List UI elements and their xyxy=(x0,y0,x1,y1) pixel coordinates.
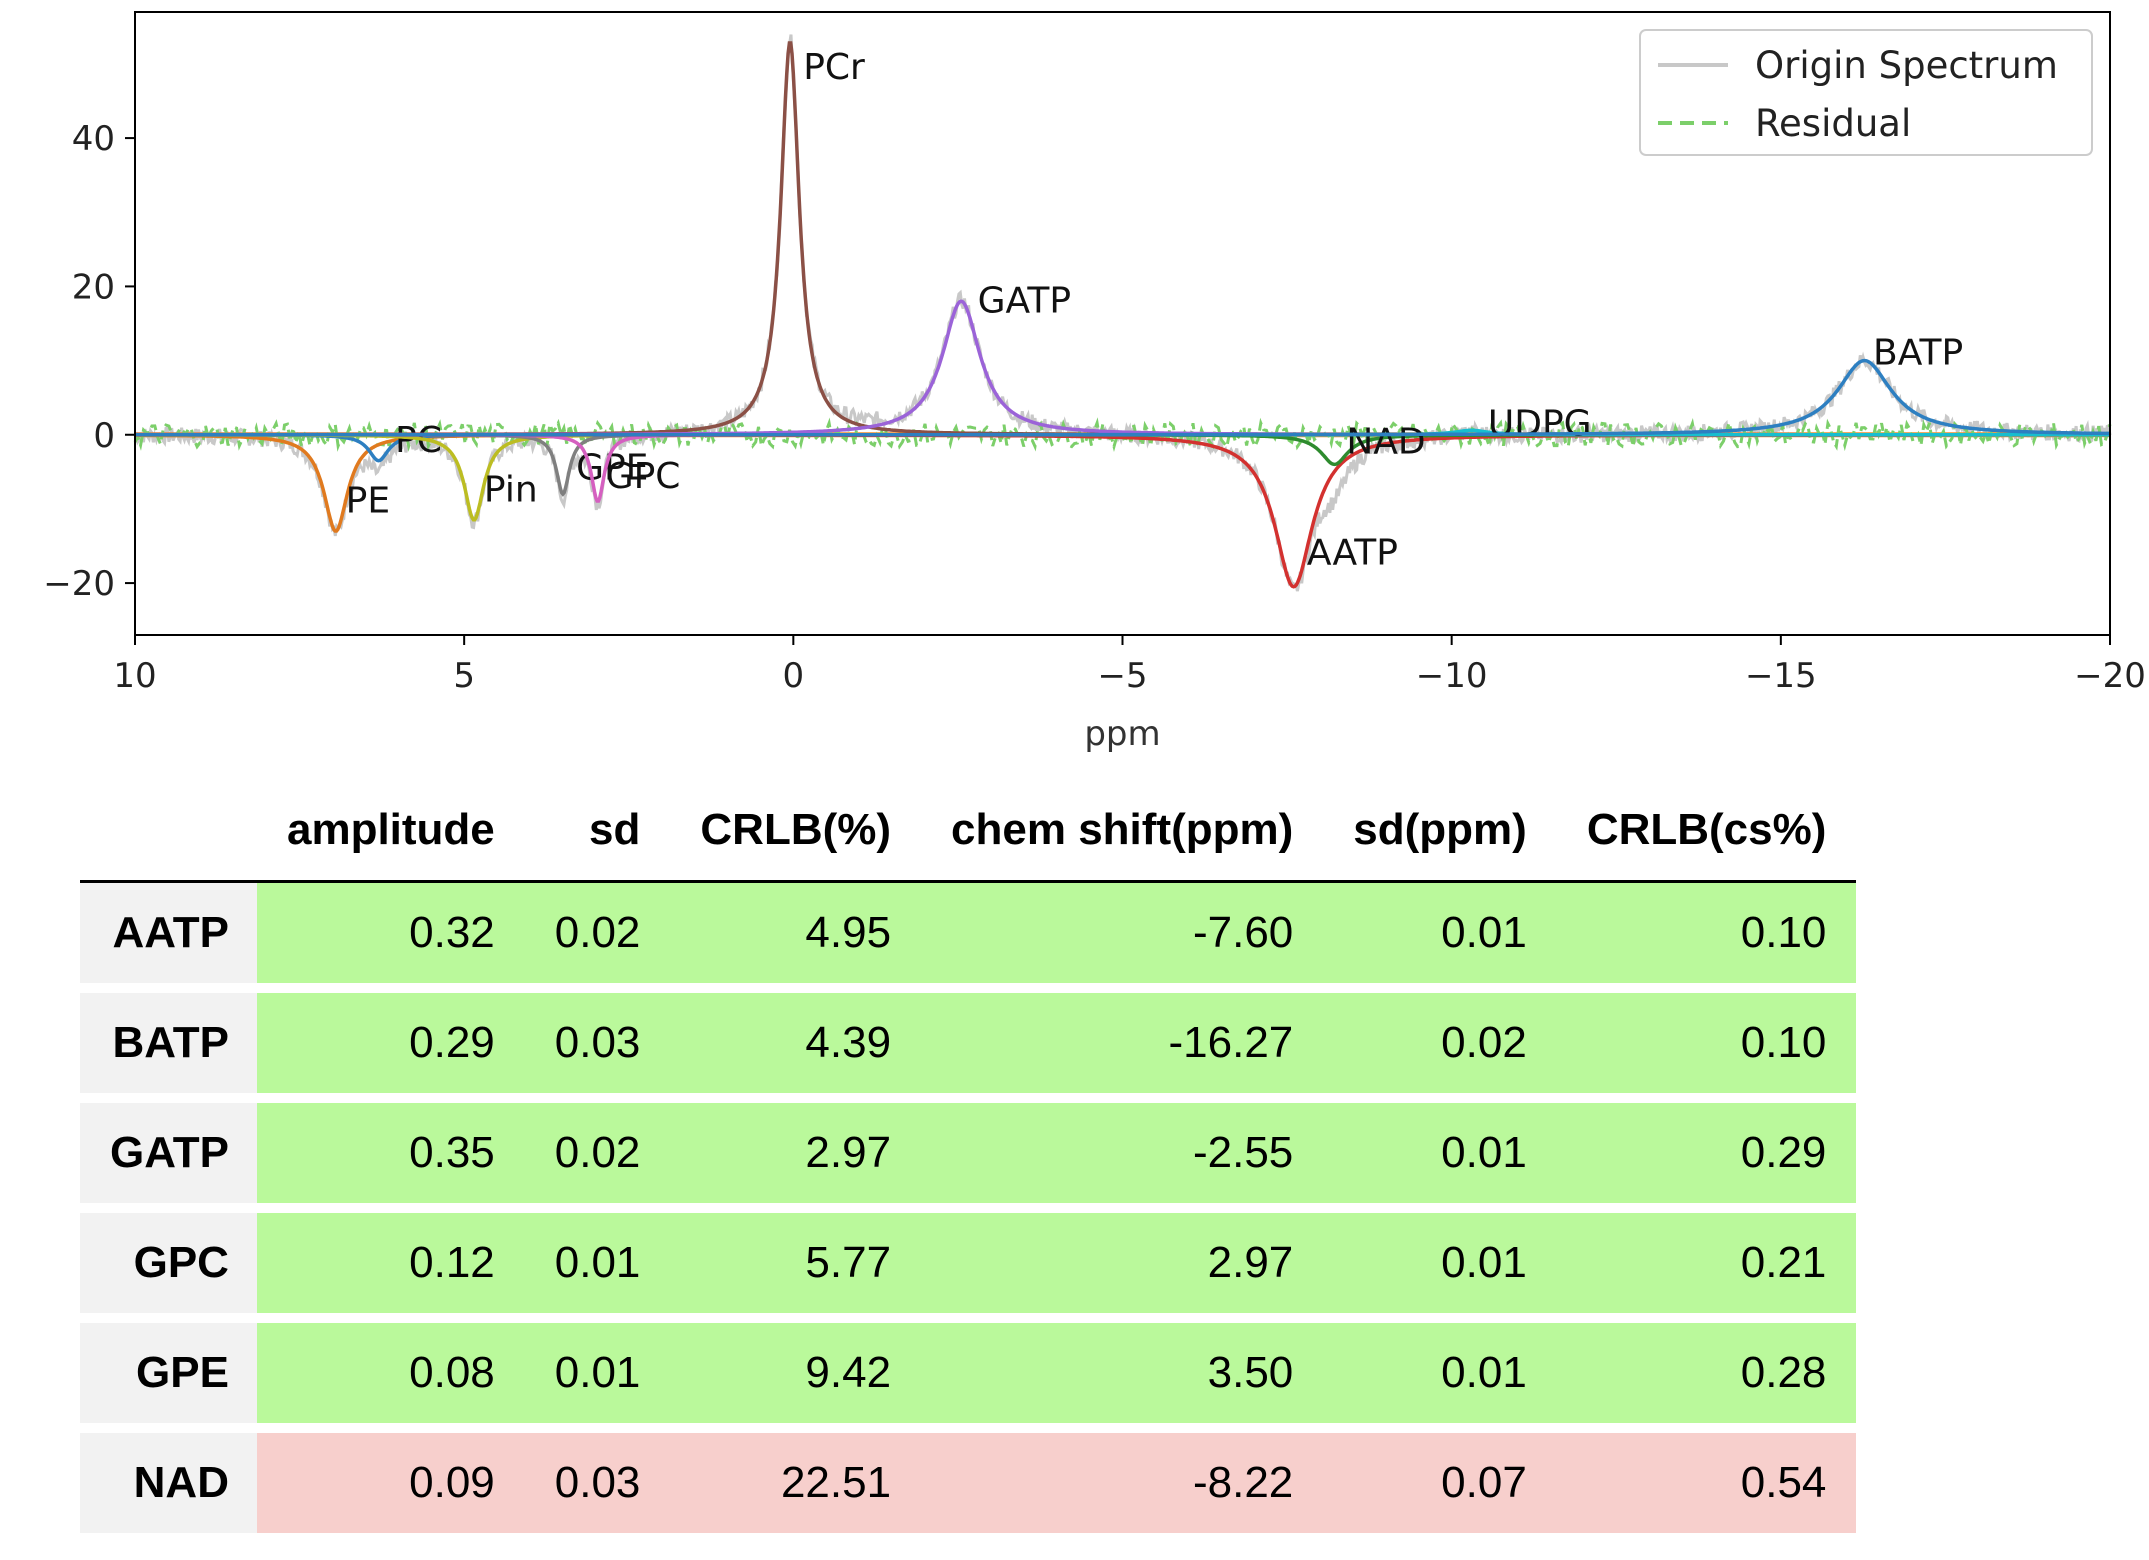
table-corner-cell xyxy=(80,780,257,883)
x-axis-label: ppm xyxy=(1084,714,1160,754)
row-header: BATP xyxy=(80,988,257,1103)
table-cell: 0.54 xyxy=(1556,1428,1857,1543)
table-row: NAD 0.09 0.03 22.51 -8.22 0.07 0.54 xyxy=(80,1428,1857,1543)
peak-label-udpg: UDPG xyxy=(1488,403,1592,444)
peak-label-gatp: GATP xyxy=(978,280,1071,321)
row-header: NAD xyxy=(80,1428,257,1543)
table-cell: 0.02 xyxy=(1323,988,1557,1103)
table-cell: 0.01 xyxy=(1323,1098,1557,1213)
peak-label-batp: BATP xyxy=(1873,332,1963,373)
row-header: GATP xyxy=(80,1098,257,1213)
column-header: CRLB(cs%) xyxy=(1556,780,1857,883)
legend-box xyxy=(1639,29,2093,156)
column-header: sd xyxy=(524,780,671,883)
table-cell: 0.02 xyxy=(524,881,671,993)
peak-label-pcr: PCr xyxy=(803,47,865,88)
x-tick-label: −20 xyxy=(2074,656,2146,696)
table-cell: 0.08 xyxy=(256,1318,525,1433)
legend-label: Residual xyxy=(1755,102,1911,145)
row-header: AATP xyxy=(80,881,257,993)
table-cell: 9.42 xyxy=(670,1318,922,1433)
table-cell: 5.77 xyxy=(670,1208,922,1323)
x-tick-label: −15 xyxy=(1745,656,1817,696)
table-cell: 0.28 xyxy=(1556,1318,1857,1433)
table-row: AATP 0.32 0.02 4.95 -7.60 0.01 0.10 xyxy=(80,881,1857,993)
column-header: sd(ppm) xyxy=(1323,780,1557,883)
table-row: GATP 0.35 0.02 2.97 -2.55 0.01 0.29 xyxy=(80,1098,1857,1213)
row-header: GPE xyxy=(80,1318,257,1433)
table-cell: -2.55 xyxy=(921,1098,1324,1213)
column-header: amplitude xyxy=(256,780,525,883)
table-cell: -8.22 xyxy=(921,1428,1324,1543)
table-cell: 0.03 xyxy=(524,1428,671,1543)
table-cell: 4.39 xyxy=(670,988,922,1103)
y-tick-label: −20 xyxy=(43,564,115,604)
table-cell: 0.29 xyxy=(256,988,525,1103)
peak-label-nad: NAD xyxy=(1346,421,1425,462)
peak-fit-line-batp xyxy=(135,358,2110,437)
row-header: GPC xyxy=(80,1208,257,1323)
x-tick-label: −5 xyxy=(1097,656,1147,696)
table-row: GPC 0.12 0.01 5.77 2.97 0.01 0.21 xyxy=(80,1208,1857,1323)
y-tick-label: 20 xyxy=(72,267,115,307)
table-cell: 0.09 xyxy=(256,1428,525,1543)
fit-results-table: amplitude sd CRLB(%) chem shift(ppm) sd(… xyxy=(80,780,1857,1543)
table-cell: 3.50 xyxy=(921,1318,1324,1433)
table-cell: 2.97 xyxy=(921,1208,1324,1323)
table-cell: -7.60 xyxy=(921,881,1324,993)
table-cell: 0.29 xyxy=(1556,1098,1857,1213)
x-tick-label: 5 xyxy=(453,656,475,696)
x-tick-label: 0 xyxy=(783,656,805,696)
y-tick-label: 40 xyxy=(72,119,115,159)
column-header: chem shift(ppm) xyxy=(921,780,1324,883)
table-cell: 0.03 xyxy=(524,988,671,1103)
table-cell: 0.35 xyxy=(256,1098,525,1213)
peak-label-aatp: AATP xyxy=(1307,533,1398,574)
table-cell: 0.10 xyxy=(1556,881,1857,993)
spectrum-chart: PE PC Pin GPE GPC PCr GATP AATP NAD UDPG BATP 10 5 0−… xyxy=(43,11,2146,754)
table-header-row: amplitude sd CRLB(%) chem shift(ppm) sd(… xyxy=(80,780,1857,883)
table-cell: 0.21 xyxy=(1556,1208,1857,1323)
table-cell: 0.12 xyxy=(256,1208,525,1323)
x-tick-label: 10 xyxy=(113,656,156,696)
table-row: BATP 0.29 0.03 4.39 -16.27 0.02 0.10 xyxy=(80,988,1857,1103)
table-cell: -16.27 xyxy=(921,988,1324,1103)
table-cell: 0.01 xyxy=(1323,881,1557,993)
table-cell: 4.95 xyxy=(670,881,922,993)
table-cell: 22.51 xyxy=(670,1428,922,1543)
peak-label-pin: Pin xyxy=(484,470,538,511)
table-cell: 0.07 xyxy=(1323,1428,1557,1543)
table-cell: 0.01 xyxy=(524,1208,671,1323)
x-tick-label: −10 xyxy=(1416,656,1488,696)
table-cell: 2.97 xyxy=(670,1098,922,1213)
column-header: CRLB(%) xyxy=(670,780,922,883)
table-cell: 0.32 xyxy=(256,881,525,993)
table-cell: 0.10 xyxy=(1556,988,1857,1103)
table-cell: 0.01 xyxy=(1323,1318,1557,1433)
peak-label-gpc: GPC xyxy=(606,456,681,497)
y-tick-label: 0 xyxy=(93,416,115,456)
table-cell: 0.01 xyxy=(1323,1208,1557,1323)
peak-label-pe: PE xyxy=(346,481,390,522)
table-cell: 0.01 xyxy=(524,1318,671,1433)
legend-label: Origin Spectrum xyxy=(1755,44,2058,87)
table-cell: 0.02 xyxy=(524,1098,671,1213)
table-row: GPE 0.08 0.01 9.42 3.50 0.01 0.28 xyxy=(80,1318,1857,1433)
